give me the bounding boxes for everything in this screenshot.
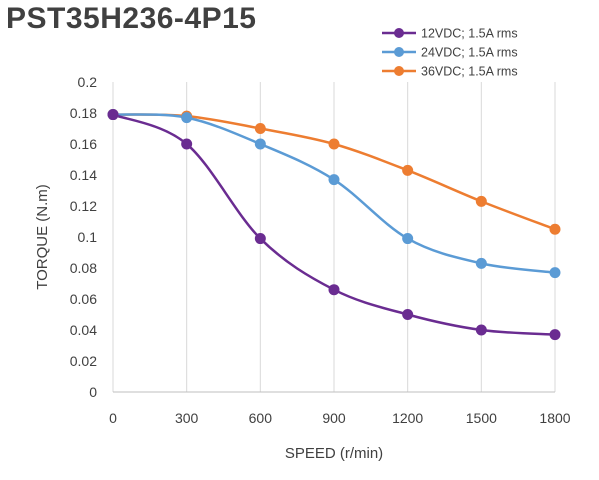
data-point-series-1: [107, 109, 119, 121]
data-point-series-1: [328, 284, 340, 296]
data-point-series-2: [475, 257, 487, 269]
x-tick-label: 0: [109, 410, 117, 426]
data-point-series-2: [402, 233, 414, 245]
x-tick-label: 1500: [466, 410, 497, 426]
x-tick-label: 1800: [539, 410, 570, 426]
data-point-series-2: [549, 267, 561, 279]
data-point-series-3: [328, 138, 340, 150]
legend-label-3: 36VDC; 1.5A rms: [421, 65, 518, 79]
y-tick-label: 0.04: [70, 322, 97, 338]
y-tick-label: 0.06: [70, 291, 97, 307]
x-tick-label: 900: [322, 410, 346, 426]
y-tick-label: 0.12: [70, 198, 97, 214]
data-point-series-2: [328, 174, 340, 186]
data-point-series-1: [475, 324, 487, 336]
legend-label-1: 12VDC; 1.5A rms: [421, 27, 518, 41]
legend-marker-3: [394, 66, 404, 76]
y-axis-title: TORQUE (N.m): [34, 184, 51, 290]
data-point-series-1: [402, 309, 414, 320]
y-tick-label: 0.18: [70, 105, 97, 121]
data-point-series-3: [549, 223, 561, 235]
legend: 12VDC; 1.5A rms 24VDC; 1.5A rms 36VDC; 1.5…: [382, 27, 518, 79]
data-point-series-1: [181, 138, 193, 150]
data-point-series-3: [475, 195, 487, 207]
y-tick-label: 0.1: [78, 229, 98, 245]
data-points: [107, 109, 561, 341]
y-tick-label: 0: [89, 384, 97, 400]
y-tick-label: 0.08: [70, 260, 97, 276]
y-tick-label: 0.16: [70, 136, 97, 152]
data-point-series-1: [549, 329, 561, 341]
legend-label-2: 24VDC; 1.5A rms: [421, 46, 518, 60]
x-tick-label: 300: [175, 410, 199, 426]
data-point-series-2: [254, 138, 266, 150]
legend-marker-2: [394, 47, 404, 57]
y-tick-label: 0.14: [70, 167, 97, 183]
chart-title: PST35H236-4P15: [6, 2, 257, 35]
data-point-series-1: [254, 233, 266, 245]
x-tick-label: 600: [249, 410, 273, 426]
data-point-series-2: [181, 112, 193, 124]
data-point-series-3: [254, 123, 266, 134]
legend-marker-1: [394, 28, 404, 38]
data-point-series-3: [402, 164, 414, 176]
y-tick-label: 0.02: [70, 353, 97, 369]
grid-lines: [112, 82, 556, 392]
x-tick-label: 1200: [392, 410, 423, 426]
y-tick-label: 0.2: [78, 74, 98, 90]
axes: 0 300 600 900 1200 1500 1800 0 0.02 0.04 0.06 0.08 0…: [70, 74, 571, 426]
x-axis-title: SPEED (r/min): [285, 445, 383, 462]
